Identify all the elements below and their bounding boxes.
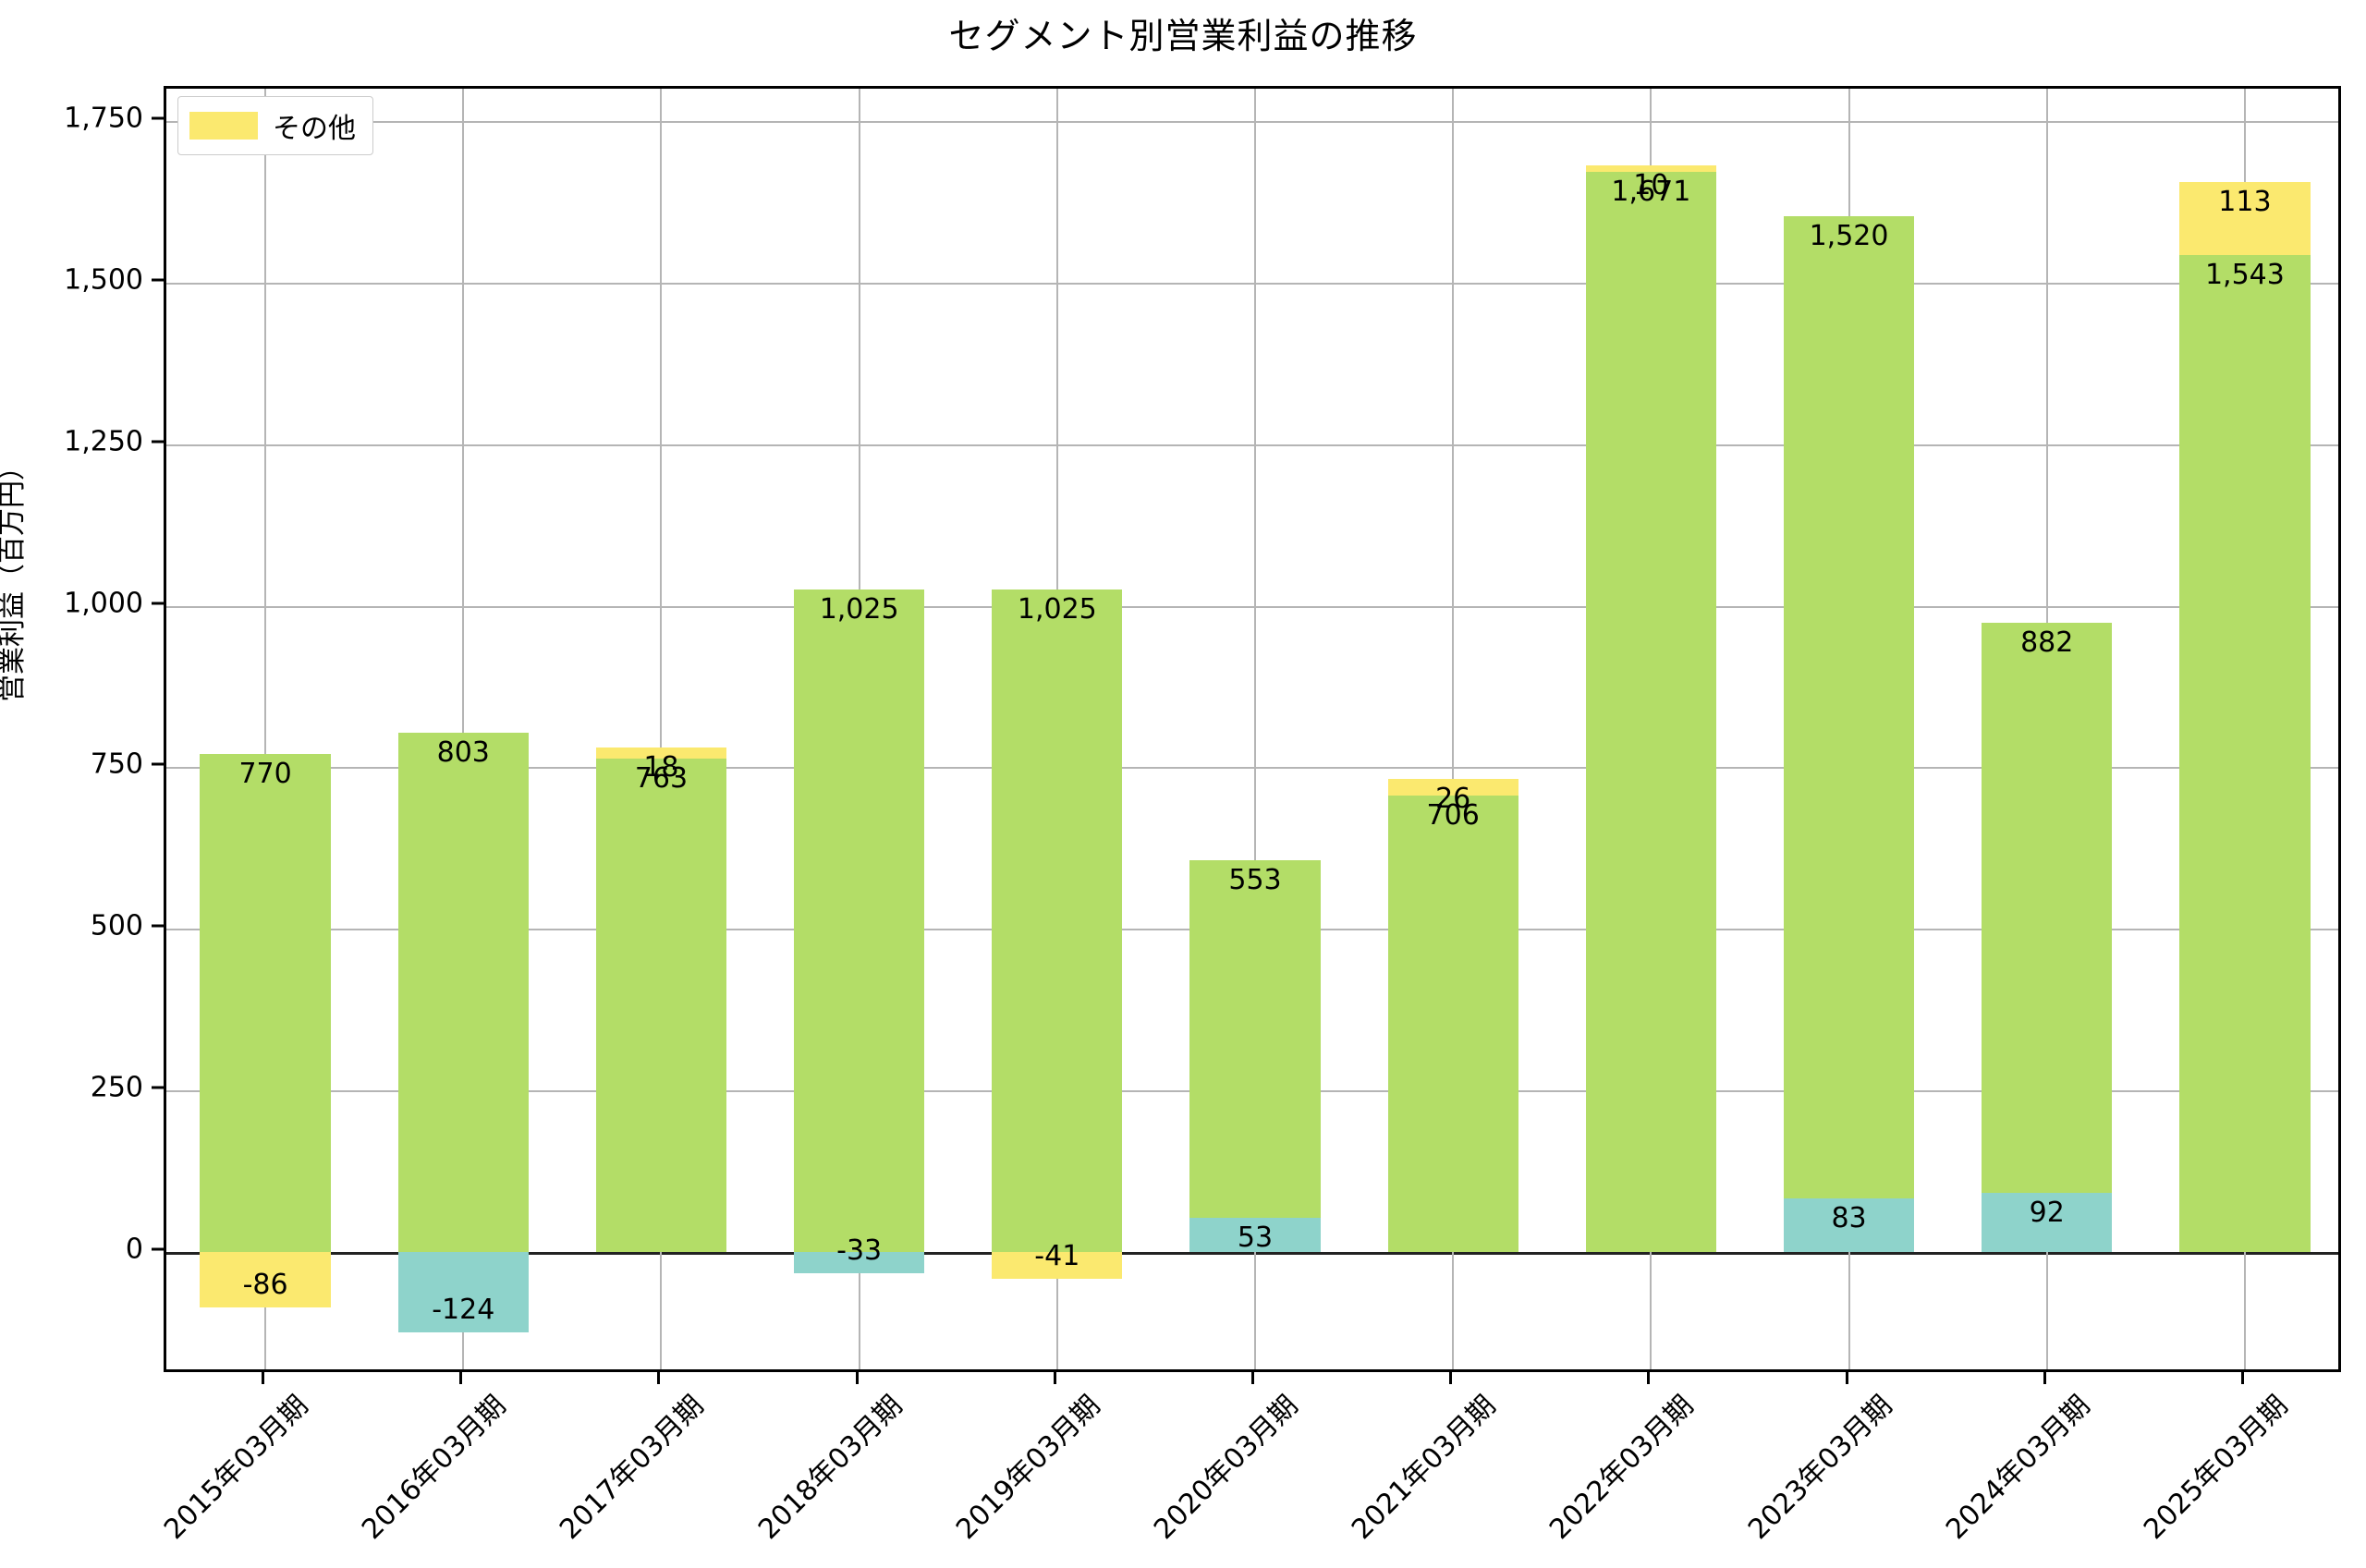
y-tick-mark — [152, 278, 164, 282]
x-tick-label: 2024年03月期 — [1939, 1389, 2097, 1547]
bar-segment[interactable] — [397, 733, 529, 1253]
x-tick-mark — [262, 1372, 265, 1384]
y-tick-mark — [152, 602, 164, 605]
y-tick-label: 1,250 — [64, 425, 143, 458]
x-tick-mark — [2043, 1372, 2046, 1384]
x-tick-mark — [1647, 1372, 1651, 1384]
y-tick-label: 0 — [125, 1233, 143, 1266]
gridline-y-750 — [166, 767, 2338, 770]
bar-group[interactable]: 1,025 -33 — [793, 89, 925, 1369]
x-tick-label: 2025年03月期 — [2137, 1389, 2295, 1547]
bar-segment[interactable] — [1783, 215, 1915, 1199]
gridline-y-1500 — [166, 282, 2338, 285]
y-tick-mark — [152, 1247, 164, 1251]
x-tick-label: 2022年03月期 — [1543, 1389, 1701, 1547]
x-tick-mark — [1251, 1372, 1254, 1384]
y-tick-label: 250 — [90, 1071, 143, 1104]
y-tick-mark — [152, 116, 164, 120]
y-tick-label: 750 — [90, 748, 143, 781]
gridline-x-0 — [264, 89, 267, 1369]
bar-segment[interactable] — [2179, 254, 2311, 1253]
x-tick-label: 2017年03月期 — [554, 1389, 711, 1547]
legend-swatch-other — [189, 112, 258, 140]
legend-label-other: その他 — [273, 113, 356, 145]
y-tick-mark — [152, 1086, 164, 1089]
bar-segment[interactable] — [992, 1252, 1123, 1279]
bar-segment[interactable] — [200, 1252, 331, 1308]
gridline-x-2 — [660, 89, 663, 1369]
bar-segment[interactable] — [1982, 1192, 2113, 1253]
bar-segment[interactable] — [1585, 165, 1717, 173]
x-tick-label: 2016年03月期 — [356, 1389, 513, 1547]
y-tick-mark — [152, 440, 164, 444]
gridline-x-6 — [1452, 89, 1455, 1369]
x-tick-mark — [657, 1372, 661, 1384]
gridline-x-1 — [462, 89, 465, 1369]
y-tick-label: 500 — [90, 909, 143, 942]
y-tick-mark — [152, 924, 164, 928]
bar-segment[interactable] — [397, 1252, 529, 1332]
y-tick-label: 1,500 — [64, 263, 143, 297]
x-tick-mark — [1845, 1372, 1848, 1384]
zero-line — [166, 1252, 2338, 1256]
y-tick-mark — [152, 762, 164, 766]
bar-segment[interactable] — [793, 1252, 925, 1274]
bar-segment[interactable] — [793, 590, 925, 1253]
gridline-y-1000 — [166, 605, 2338, 608]
legend[interactable]: その他 — [177, 96, 373, 155]
bar-segment[interactable] — [1982, 622, 2113, 1193]
bar-group[interactable]: 1,543 113 — [2179, 89, 2311, 1369]
x-tick-label: 2018年03月期 — [751, 1389, 909, 1547]
bar-segment[interactable] — [2179, 181, 2311, 255]
y-tick-label: 1,000 — [64, 587, 143, 620]
x-tick-mark — [1449, 1372, 1453, 1384]
gridline-y-1750 — [166, 120, 2338, 123]
x-tick-mark — [459, 1372, 463, 1384]
x-tick-label: 2023年03月期 — [1741, 1389, 1898, 1547]
bar-segment[interactable] — [1189, 1218, 1321, 1253]
bar-group[interactable]: 53 553 — [1189, 89, 1321, 1369]
plot-area: 770 -86 803 -124 763 18 1,025 -33 1,025 -41 53 553 7… — [164, 86, 2341, 1372]
y-axis-ticks: 0 250 500 750 1,000 1,250 1,500 1,750 — [0, 0, 164, 1568]
gridline-y-1250 — [166, 444, 2338, 446]
x-tick-label: 2015年03月期 — [158, 1389, 315, 1547]
bar-segment[interactable] — [595, 759, 727, 1253]
bar-segment[interactable] — [1387, 779, 1518, 796]
page-title: セグメント別営業利益の推移 — [948, 16, 1418, 56]
x-tick-label: 2019年03月期 — [949, 1389, 1107, 1547]
bar-group[interactable]: 770 -86 — [200, 89, 331, 1369]
x-tick-mark — [855, 1372, 859, 1384]
bar-segment[interactable] — [200, 754, 331, 1253]
bar-segment[interactable] — [1585, 172, 1717, 1253]
bar-segment[interactable] — [1387, 796, 1518, 1253]
bar-segment[interactable] — [992, 590, 1123, 1253]
bar-group[interactable]: 803 -124 — [397, 89, 529, 1369]
x-tick-mark — [2240, 1372, 2244, 1384]
gridline-x-5 — [1254, 89, 1256, 1369]
x-tick-label: 2021年03月期 — [1346, 1389, 1503, 1547]
bar-segment[interactable] — [1783, 1198, 1915, 1253]
bar-segment[interactable] — [595, 747, 727, 760]
bar-segment[interactable] — [1189, 860, 1321, 1218]
x-tick-label: 2020年03月期 — [1148, 1389, 1305, 1547]
x-tick-mark — [1053, 1372, 1056, 1384]
y-tick-label: 1,750 — [64, 102, 143, 135]
